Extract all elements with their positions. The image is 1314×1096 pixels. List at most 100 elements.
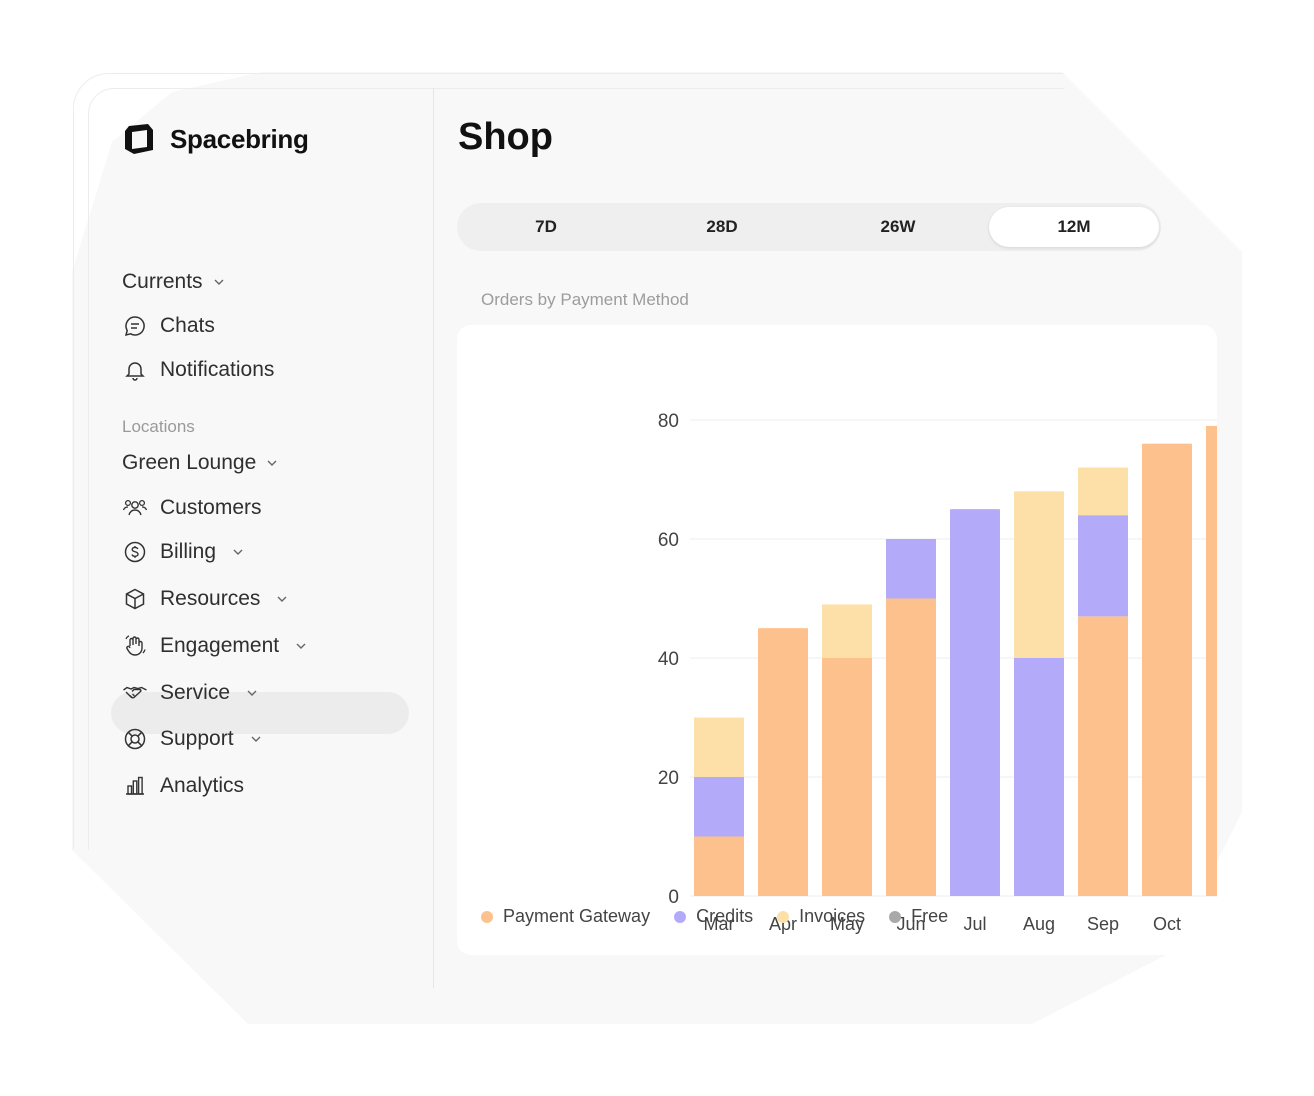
sidebar-item-label: Notifications bbox=[160, 358, 275, 381]
sidebar-item-label: Engagement bbox=[160, 634, 280, 657]
sidebar-item-billing[interactable]: Billing bbox=[122, 539, 244, 565]
bar-segment-mar-payment-gateway[interactable] bbox=[694, 836, 744, 897]
cube-icon bbox=[122, 586, 148, 612]
sidebar-item-resources[interactable]: Resources bbox=[122, 586, 288, 612]
brand-logo[interactable]: Spacebring bbox=[122, 122, 309, 156]
bar-segment-may-invoices[interactable] bbox=[822, 604, 872, 658]
users-icon bbox=[122, 495, 148, 521]
chevron-down-icon bbox=[247, 690, 257, 696]
chevron-down-icon bbox=[214, 279, 224, 285]
bar-segment-jun-payment-gateway[interactable] bbox=[886, 598, 936, 897]
y-tick-label: 40 bbox=[658, 649, 679, 670]
sidebar-item-label: Chats bbox=[160, 314, 215, 337]
x-tick-label: Oct bbox=[1153, 914, 1181, 934]
legend-label: Payment Gateway bbox=[503, 906, 651, 926]
x-tick-label: Sep bbox=[1087, 914, 1119, 934]
bar-cap-n bbox=[1206, 425, 1217, 432]
sidebar-item-label: Customers bbox=[160, 496, 262, 519]
legend-item-payment-gateway[interactable]: Payment Gateway bbox=[481, 906, 650, 927]
legend-item-credits[interactable]: Credits bbox=[674, 906, 753, 927]
bar-cap-mar bbox=[694, 717, 744, 724]
bar-segment-sep-payment-gateway[interactable] bbox=[1078, 616, 1128, 896]
bar-segment-apr-payment-gateway[interactable] bbox=[758, 628, 808, 896]
x-tick-label: Jul bbox=[963, 914, 986, 934]
bar-segment-mar-invoices[interactable] bbox=[694, 717, 744, 778]
bar-cap-sep bbox=[1078, 467, 1128, 474]
sidebar-item-label: Analytics bbox=[160, 774, 245, 797]
sidebar-item-customers[interactable]: Customers bbox=[122, 495, 262, 521]
location-switcher[interactable]: Green Lounge bbox=[122, 451, 278, 475]
legend-label: Invoices bbox=[799, 906, 866, 926]
x-tick-label: Aug bbox=[1023, 914, 1055, 934]
legend-label: Free bbox=[911, 906, 949, 926]
bar-segment-oct-payment-gateway[interactable] bbox=[1142, 443, 1192, 896]
orders-by-payment-method-chart: 020406080MarAprMayJunJulAugSepOctN bbox=[658, 411, 1217, 934]
bar-segment-jul-credits[interactable] bbox=[950, 509, 1000, 896]
chevron-down-icon bbox=[296, 643, 306, 649]
bell-icon bbox=[122, 357, 148, 383]
bar-cap-aug bbox=[1014, 491, 1064, 498]
sidebar-item-notifications[interactable]: Notifications bbox=[122, 357, 274, 383]
sidebar-item-support[interactable]: Support bbox=[122, 726, 262, 752]
chevron-down-icon bbox=[251, 736, 261, 742]
legend-swatch bbox=[777, 910, 790, 923]
sidebar-item-label: Resources bbox=[160, 587, 261, 610]
range-28d-button[interactable]: 28D bbox=[706, 217, 738, 236]
bar-cap-oct bbox=[1142, 443, 1192, 450]
chart-title: Orders by Payment Method bbox=[481, 290, 689, 309]
chat-bubble-icon bbox=[122, 313, 148, 339]
x-tick-label: Mar bbox=[704, 914, 735, 934]
spacebring-logo-icon bbox=[125, 124, 153, 154]
brand-name: Spacebring bbox=[170, 123, 309, 154]
chart-legend: Payment Gateway Credits Invoices Free bbox=[481, 906, 948, 927]
sidebar-item-analytics[interactable]: Analytics bbox=[122, 773, 244, 799]
bar-segment-aug-invoices[interactable] bbox=[1014, 491, 1064, 658]
date-range-selector: 7D 28D 26W 12M bbox=[457, 203, 1161, 251]
window-inner-border bbox=[88, 88, 1243, 1025]
window-outer-border bbox=[73, 73, 1243, 1025]
bar-cap-jun bbox=[886, 539, 936, 545]
sidebar-item-engagement[interactable]: Engagement bbox=[122, 633, 307, 659]
sidebar-item-label: Billing bbox=[160, 540, 217, 563]
x-tick-label: Apr bbox=[769, 914, 797, 934]
legend-item-free[interactable]: Free bbox=[889, 906, 948, 927]
active-item-highlight bbox=[111, 692, 409, 734]
legend-item-invoices[interactable]: Invoices bbox=[777, 906, 865, 927]
legend-swatch bbox=[481, 910, 493, 923]
y-tick-label: 0 bbox=[668, 887, 679, 908]
bar-cap-may bbox=[822, 604, 872, 611]
currents-group-toggle[interactable]: Currents bbox=[122, 270, 225, 294]
bar-chart-icon bbox=[122, 773, 148, 799]
page-title: Shop bbox=[458, 116, 553, 158]
bar-segment-n-payment-gateway[interactable] bbox=[1206, 425, 1217, 896]
locations-section-label: Locations bbox=[122, 417, 195, 436]
sidebar-item-chats[interactable]: Chats bbox=[122, 313, 215, 339]
range-26w-button[interactable]: 26W bbox=[880, 217, 916, 236]
sidebar-item-service[interactable]: Service bbox=[122, 680, 258, 706]
sidebar-divider bbox=[433, 88, 434, 988]
bar-segment-jun-credits[interactable] bbox=[886, 539, 936, 599]
chevron-down-icon bbox=[267, 460, 277, 466]
bar-segment-mar-credits[interactable] bbox=[694, 777, 744, 837]
bar-segment-sep-credits[interactable] bbox=[1078, 515, 1128, 617]
bar-segment-sep-invoices[interactable] bbox=[1078, 467, 1128, 516]
y-tick-label: 20 bbox=[658, 768, 679, 789]
bar-segment-may-payment-gateway[interactable] bbox=[822, 658, 872, 896]
chevron-down-icon bbox=[277, 596, 287, 602]
x-tick-label: Jun bbox=[896, 914, 925, 934]
legend-label: Credits bbox=[696, 906, 754, 926]
sidebar-item-label: Support bbox=[160, 727, 234, 750]
bar-segment-aug-credits[interactable] bbox=[1014, 658, 1064, 896]
range-12m-button[interactable]: 12M bbox=[989, 207, 1159, 247]
waving-hand-icon bbox=[122, 633, 148, 659]
bar-cap-jul bbox=[950, 509, 1000, 516]
y-tick-label: 80 bbox=[658, 411, 679, 432]
lifebuoy-icon bbox=[122, 726, 148, 752]
location-name: Green Lounge bbox=[122, 451, 257, 474]
y-tick-label: 60 bbox=[658, 530, 679, 551]
dollar-circle-icon bbox=[122, 539, 148, 565]
bar-cap-apr bbox=[758, 628, 808, 635]
range-7d-button[interactable]: 7D bbox=[535, 217, 557, 236]
handshake-icon bbox=[122, 680, 148, 706]
